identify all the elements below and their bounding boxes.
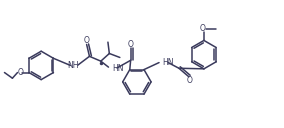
Text: HN: HN	[162, 58, 174, 67]
Text: O: O	[17, 68, 23, 77]
Text: O: O	[187, 76, 193, 85]
Text: O: O	[84, 36, 89, 45]
Text: HN: HN	[112, 64, 124, 73]
Text: O: O	[128, 40, 133, 49]
Text: NH: NH	[68, 61, 79, 70]
Text: O: O	[199, 24, 205, 33]
